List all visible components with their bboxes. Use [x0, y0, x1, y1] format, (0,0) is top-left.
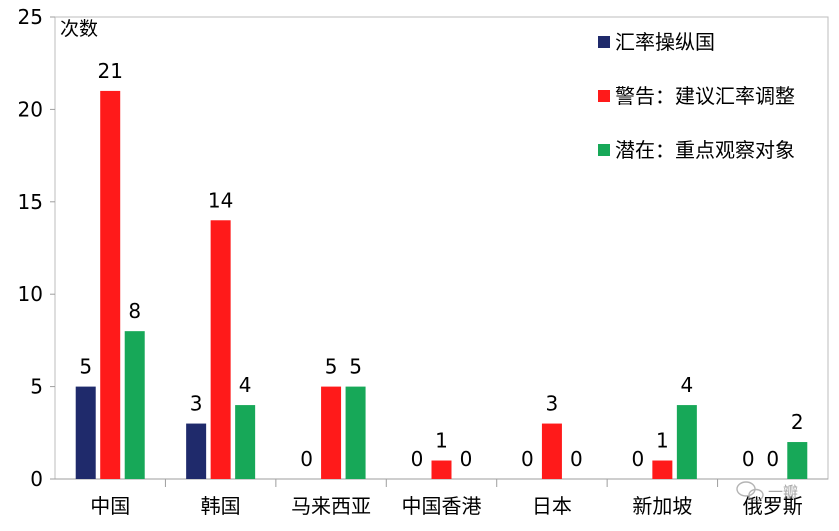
bar-2-2	[210, 220, 231, 479]
bar-3-7	[787, 442, 808, 479]
watermark-text: 一瓣	[768, 483, 798, 501]
y-axis-label: 次数	[60, 18, 98, 40]
bar-2-3	[321, 386, 342, 479]
data-label: 2	[791, 410, 804, 434]
legend-swatch	[598, 36, 610, 48]
data-label: 0	[570, 447, 583, 471]
bars-layer	[75, 90, 808, 480]
y-tick-label: 25	[18, 5, 43, 29]
data-label: 0	[766, 447, 779, 471]
x-tick-label: 马来西亚	[291, 494, 371, 518]
bar-2-5	[541, 423, 562, 479]
x-tick-label: 日本	[532, 494, 572, 518]
x-tick-label: 俄罗斯	[743, 494, 803, 518]
data-label: 5	[79, 355, 92, 379]
bar-2-6	[652, 460, 673, 479]
y-tick-label: 20	[18, 97, 43, 121]
y-tick-label: 0	[30, 467, 43, 491]
data-label: 0	[300, 447, 313, 471]
data-label: 3	[546, 392, 559, 416]
bar-3-3	[345, 386, 366, 479]
bar-3-2	[235, 405, 256, 479]
data-label: 0	[411, 447, 424, 471]
data-label: 0	[460, 447, 473, 471]
x-tick-label: 中国	[90, 494, 130, 518]
legend-swatch	[598, 144, 610, 156]
data-label: 4	[239, 373, 252, 397]
data-label: 0	[521, 447, 534, 471]
y-tick-label: 15	[18, 190, 43, 214]
y-tick-label: 10	[18, 282, 43, 306]
legend-label: 潜在：重点观察对象	[615, 138, 795, 162]
data-label: 1	[656, 429, 669, 453]
data-label: 5	[325, 355, 338, 379]
data-label: 1	[435, 429, 448, 453]
watermark: 一瓣	[736, 481, 798, 502]
legend-label: 汇率操纵国	[615, 30, 715, 54]
bar-1-2	[186, 423, 207, 479]
x-tick-label: 新加坡	[632, 494, 692, 518]
bar-2-4	[431, 460, 452, 479]
wechat-logo-icon	[736, 481, 764, 502]
bar-2-1	[100, 90, 121, 480]
data-label: 8	[128, 299, 141, 323]
bar-3-6	[676, 405, 697, 479]
data-label: 4	[680, 373, 693, 397]
x-tick-label: 韩国	[201, 494, 241, 518]
data-label: 14	[208, 188, 233, 212]
legend-label: 警告：建议汇率调整	[615, 84, 795, 108]
data-label: 3	[190, 392, 203, 416]
y-tick-label: 5	[30, 375, 43, 399]
data-label: 5	[349, 355, 362, 379]
data-label: 0	[742, 447, 755, 471]
data-label: 0	[631, 447, 644, 471]
legend-swatch	[598, 90, 610, 102]
data-label: 21	[97, 59, 122, 83]
bar-1-1	[75, 386, 96, 479]
bar-3-1	[124, 331, 145, 479]
x-tick-label: 中国香港	[402, 494, 482, 518]
